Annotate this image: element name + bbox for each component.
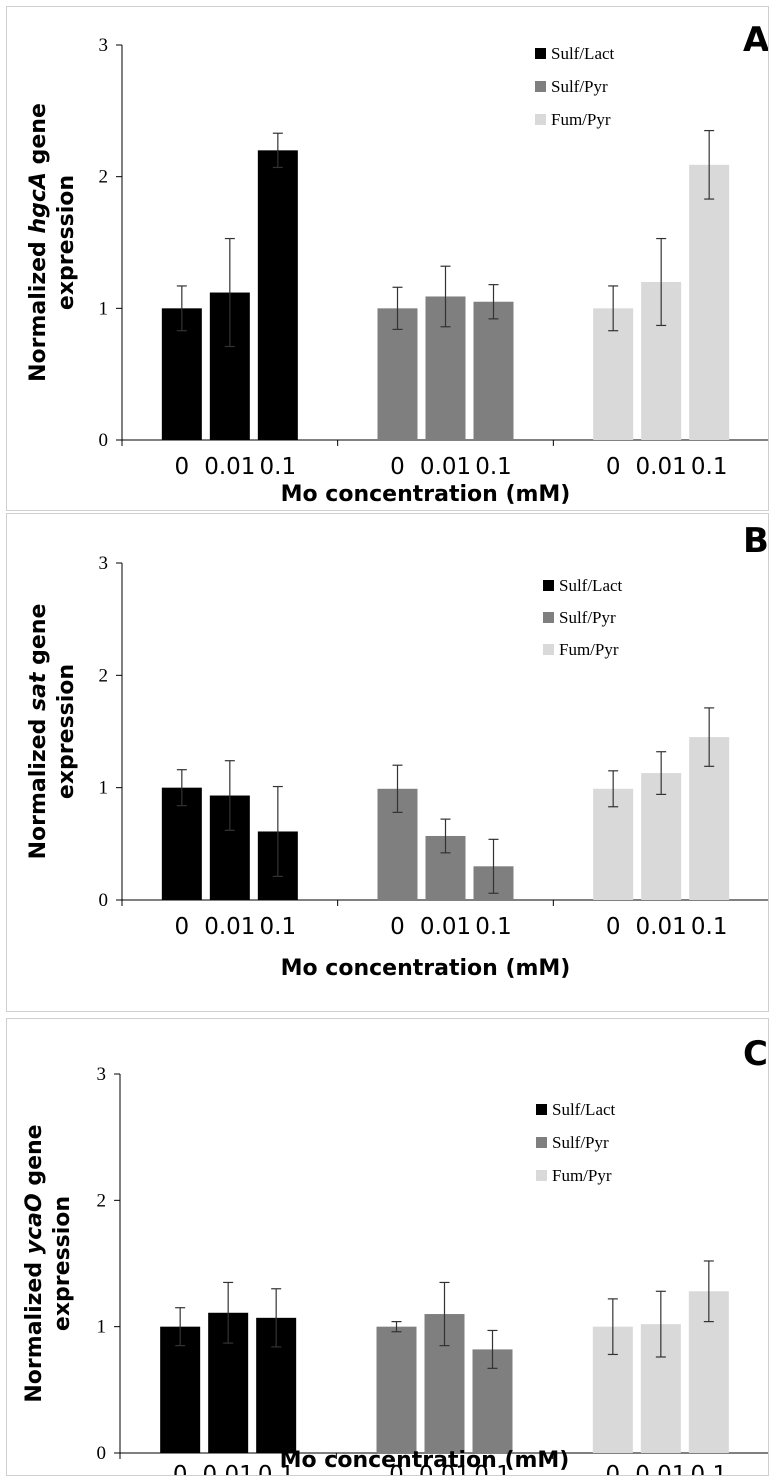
legend-swatch [536, 1137, 547, 1148]
x-tick-label: 0.01 [419, 1462, 470, 1475]
y-axis-label-gene: hgcA [26, 172, 51, 233]
legend-label: Sulf/Pyr [551, 77, 608, 96]
bar-sulf-lact-0 [160, 1326, 201, 1453]
y-axis-label-line2: expression [54, 664, 79, 799]
y-tick-label: 1 [99, 298, 109, 319]
y-tick-label: 1 [97, 1317, 107, 1338]
chart-panel-c: C 0 1 2 3 0 0.01 0.1 0 0.01 0.1 0 0.01 0.1 Mo concentr… [6, 1018, 769, 1476]
y-tick-label: 2 [99, 167, 109, 188]
panel-letter: A [743, 20, 768, 60]
bar-sulf-lact-2 [257, 150, 298, 441]
x-tick-label: 0.01 [204, 914, 255, 940]
x-tick-label: 0 [606, 1462, 621, 1475]
y-tick-label: 2 [99, 665, 109, 686]
y-tick-label: 3 [99, 35, 109, 56]
x-tick-label: 0 [606, 914, 621, 940]
x-tick-label: 0.01 [636, 914, 687, 940]
legend-label: Fum/Pyr [559, 640, 619, 659]
x-tick-label: 0.1 [691, 454, 728, 480]
legend-label: Sulf/Pyr [559, 608, 616, 627]
y-axis-label-suffix: gene [22, 1124, 47, 1193]
x-tick-label: 0.1 [258, 1462, 295, 1475]
chart-panel-b: B 0 1 2 3 0 0.01 0.1 0 0.01 0.1 0 0.01 0.1 Mo concentr… [6, 513, 769, 1012]
y-tick-label: 0 [99, 430, 109, 451]
y-tick-label: 3 [97, 1064, 107, 1085]
y-tick-label: 3 [99, 553, 109, 574]
legend-swatch [535, 114, 546, 125]
x-tick-label: 0.1 [474, 1462, 511, 1475]
x-tick-label: 0.1 [691, 914, 728, 940]
legend-swatch [535, 48, 546, 59]
y-tick-label: 1 [99, 778, 109, 799]
y-axis-label-prefix: Normalized [22, 1254, 47, 1402]
y-axis-label-line2: expression [50, 1196, 75, 1331]
x-tick-label: 0 [175, 454, 190, 480]
legend-swatch [543, 612, 554, 623]
legend-swatch [543, 580, 554, 591]
panel-letter: C [743, 1034, 768, 1074]
y-axis-label-line1: Normalized sat gene [26, 604, 51, 860]
x-tick-label: 0.1 [260, 454, 297, 480]
x-axis-label: Mo concentration (mM) [281, 956, 571, 981]
panel-letter: B [743, 521, 768, 561]
x-tick-label: 0.01 [420, 454, 471, 480]
x-tick-label: 0 [390, 914, 405, 940]
x-tick-label: 0.01 [636, 454, 687, 480]
x-tick-label: 0 [175, 914, 190, 940]
x-axis-label: Mo concentration (mM) [280, 1448, 570, 1473]
x-tick-label: 0.1 [691, 1462, 728, 1475]
y-axis-label-suffix: gene [26, 604, 51, 673]
bar-sulf-pyr-2 [473, 301, 514, 440]
y-axis-label-gene: sat [26, 671, 51, 711]
legend-swatch [536, 1170, 547, 1181]
x-axis-label: Mo concentration (mM) [281, 482, 571, 507]
y-tick-label: 0 [97, 1443, 107, 1464]
bar-fum-pyr-2 [689, 164, 730, 441]
legend-label: Sulf/Lact [559, 576, 623, 595]
legend-label: Sulf/Pyr [552, 1133, 609, 1152]
legend-label: Sulf/Lact [552, 1100, 616, 1119]
x-tick-label: 0.01 [420, 914, 471, 940]
legend-swatch [543, 644, 554, 655]
y-axis-label-line1: Normalized hgcA gene [26, 103, 51, 382]
legend-label: Sulf/Lact [551, 44, 615, 63]
legend-swatch [536, 1104, 547, 1115]
x-tick-label: 0.01 [635, 1462, 686, 1475]
x-tick-label: 0.01 [204, 454, 255, 480]
y-axis-label-line2: expression [54, 175, 79, 310]
y-tick-label: 0 [99, 890, 109, 911]
bar-sulf-pyr-0 [377, 308, 418, 440]
legend-label: Fum/Pyr [551, 110, 611, 129]
x-tick-label: 0.1 [475, 914, 512, 940]
bar-sulf-lact-0 [161, 787, 202, 900]
legend-swatch [535, 81, 546, 92]
y-axis-label-line1: Normalized ycaO gene [22, 1124, 47, 1402]
y-axis-label-prefix: Normalized [26, 711, 51, 859]
x-tick-label: 0 [390, 454, 405, 480]
x-tick-label: 0 [606, 454, 621, 480]
x-tick-label: 0.1 [260, 914, 297, 940]
y-tick-label: 2 [97, 1190, 107, 1211]
x-tick-label: 0 [173, 1462, 188, 1475]
legend-label: Fum/Pyr [552, 1166, 612, 1185]
bar-sulf-pyr-0 [376, 1326, 417, 1453]
y-axis-label-prefix: Normalized [26, 234, 51, 382]
x-tick-label: 0 [389, 1462, 404, 1475]
y-axis-label-gene: ycaO [22, 1193, 47, 1254]
x-tick-label: 0.01 [203, 1462, 254, 1475]
y-axis-label-suffix: gene [26, 103, 51, 172]
chart-panel-a: A 0 1 2 3 0 0.01 0.1 0 0.01 0.1 0 0.01 0.1 Mo concentr… [6, 6, 769, 511]
x-tick-label: 0.1 [475, 454, 512, 480]
